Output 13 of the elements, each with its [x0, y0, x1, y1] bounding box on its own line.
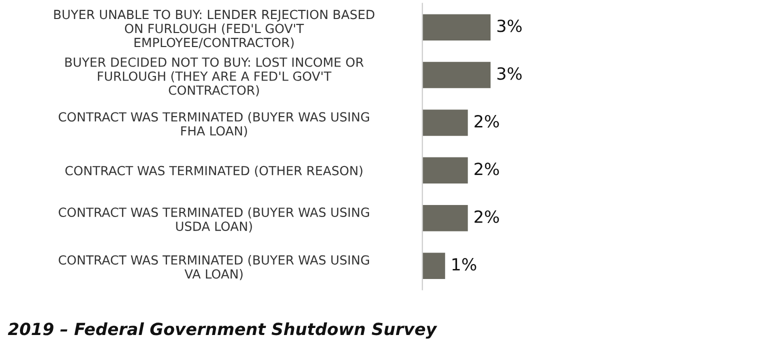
data-label: 3%: [497, 67, 522, 80]
data-label: 3%: [497, 20, 522, 32]
text: 2019 – Federal Government Shutdown Survey: [8, 322, 438, 339]
y-tick-label: BUYER UNABLE TO BUY: LENDER REJECTION BASED ON FURLOUGH (FED'L GOV'T EMPLOYEE/CONTRACTOR): [54, 10, 374, 49]
y-tick-label: CONTRACT WAS TERMINATED (BUYER WAS USING VA LOAN): [58, 255, 370, 280]
data-label: 1%: [452, 258, 476, 271]
data-label: 2%: [474, 114, 499, 128]
data-label: 2%: [474, 210, 499, 223]
y-tick-label: BUYER DECIDED NOT TO BUY: LOST INCOME OR FURLOUGH (THEY ARE A FED'L GOV'T CONTRACTOR): [65, 57, 364, 96]
y-tick-label: CONTRACT WAS TERMINATED (BUYER WAS USING FHA LOAN): [58, 112, 370, 138]
y-tick-label: CONTRACT WAS TERMINATED (OTHER REASON): [65, 166, 362, 177]
data-label: 2%: [474, 162, 499, 176]
y-tick-label: CONTRACT WAS TERMINATED (BUYER WAS USING USDA LOAN): [58, 207, 370, 232]
